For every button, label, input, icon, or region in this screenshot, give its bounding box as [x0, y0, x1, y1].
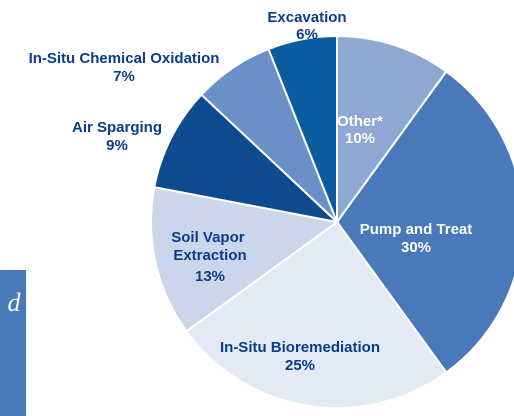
pie-slice	[150, 185, 340, 333]
slice-label: Other*	[337, 113, 383, 130]
slice-value-label: 25%	[285, 357, 315, 374]
slice-label: Soil Vapor Extraction	[171, 229, 249, 264]
slice-label: Excavation	[267, 9, 346, 26]
panel-fragment: d	[8, 288, 22, 317]
background-panel	[0, 270, 26, 416]
slice-label: Pump and Treat	[360, 221, 473, 238]
pie-slice	[267, 34, 338, 223]
slice-value-label: 13%	[195, 268, 225, 285]
slice-label: In-Situ Chemical Oxidation	[29, 50, 220, 67]
slice-label: Air Sparging	[72, 119, 162, 136]
pie-slice	[336, 34, 448, 226]
slice-value-label: 7%	[113, 68, 135, 85]
slice-value-label: 10%	[345, 130, 375, 147]
slice-label: In-Situ Bioremediation	[220, 339, 380, 356]
slice-value-label: 30%	[401, 239, 431, 256]
slice-value-label: 6%	[296, 26, 318, 43]
pie-slice	[153, 93, 341, 224]
slice-value-label: 9%	[106, 137, 128, 154]
pie-slice	[185, 220, 448, 409]
pie-slice	[335, 70, 514, 374]
